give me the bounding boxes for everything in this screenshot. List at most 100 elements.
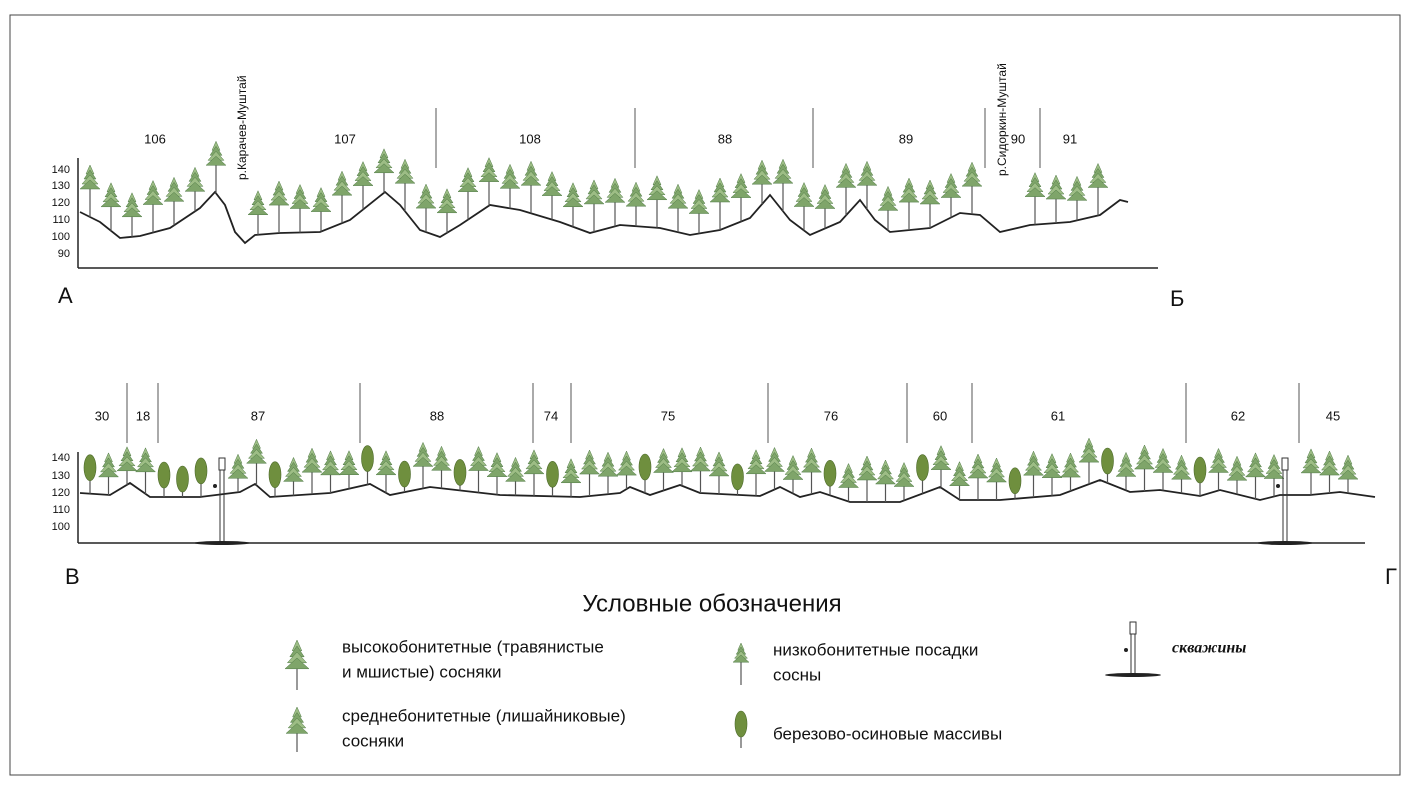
well bbox=[194, 541, 250, 545]
crown bbox=[605, 193, 625, 202]
crown bbox=[376, 466, 396, 475]
crown bbox=[899, 193, 919, 202]
crown bbox=[794, 198, 814, 207]
crown bbox=[286, 724, 308, 734]
crown bbox=[413, 457, 433, 466]
crown bbox=[1024, 466, 1044, 475]
crown bbox=[195, 458, 207, 484]
crown bbox=[177, 466, 189, 492]
crown bbox=[285, 658, 309, 669]
y-tick-label: 100 bbox=[52, 521, 70, 533]
crown bbox=[395, 174, 415, 183]
frame bbox=[10, 15, 1400, 775]
well bbox=[1105, 673, 1161, 677]
crown bbox=[783, 471, 803, 480]
crown bbox=[269, 196, 289, 205]
crown bbox=[598, 467, 618, 476]
profile-start: А bbox=[58, 283, 73, 308]
crown bbox=[1320, 466, 1340, 475]
crown bbox=[733, 655, 749, 662]
crown bbox=[920, 195, 940, 204]
legend-text: скважины bbox=[1172, 640, 1246, 657]
section-number: 75 bbox=[661, 408, 675, 423]
crown bbox=[321, 466, 341, 475]
crown bbox=[500, 179, 520, 188]
profile-end: Г bbox=[1385, 564, 1397, 589]
section-number: 61 bbox=[1051, 408, 1065, 423]
crown bbox=[987, 473, 1007, 482]
y-tick-label: 130 bbox=[52, 470, 70, 482]
crown bbox=[1246, 468, 1266, 477]
crown bbox=[1025, 188, 1045, 197]
section-number: 88 bbox=[430, 408, 444, 423]
crown bbox=[1116, 467, 1136, 476]
crown bbox=[672, 463, 692, 472]
crown bbox=[399, 461, 411, 487]
profile-end: Б bbox=[1170, 286, 1184, 311]
crown bbox=[773, 174, 793, 183]
legend-text: среднебонитетные (лишайниковые) bbox=[342, 706, 626, 725]
crown bbox=[1194, 457, 1206, 483]
legend-text: низкобонитетные посадки bbox=[773, 640, 978, 659]
crown bbox=[136, 463, 156, 472]
crown bbox=[941, 189, 961, 198]
y-tick-label: 140 bbox=[52, 452, 70, 464]
section-number: 87 bbox=[251, 408, 265, 423]
crown bbox=[561, 474, 581, 483]
crown bbox=[1135, 460, 1155, 469]
crown bbox=[374, 164, 394, 173]
y-tick-label: 120 bbox=[52, 487, 70, 499]
section-number: 89 bbox=[899, 131, 913, 146]
well bbox=[1124, 648, 1128, 652]
crown bbox=[647, 191, 667, 200]
crown bbox=[1079, 453, 1099, 462]
crown bbox=[416, 199, 436, 208]
crown bbox=[302, 463, 322, 472]
crown bbox=[710, 193, 730, 202]
crown bbox=[547, 461, 559, 487]
y-tick-label: 110 bbox=[52, 504, 70, 516]
crown bbox=[164, 192, 184, 201]
y-tick-label: 90 bbox=[58, 248, 70, 260]
crown bbox=[968, 469, 988, 478]
section-number: 62 bbox=[1231, 408, 1245, 423]
crown bbox=[362, 446, 374, 472]
crown bbox=[506, 472, 526, 481]
crown bbox=[917, 455, 929, 481]
crown bbox=[626, 197, 646, 206]
crown bbox=[1153, 463, 1173, 472]
y-tick-label: 100 bbox=[52, 231, 70, 243]
crown bbox=[735, 711, 747, 737]
crown bbox=[143, 196, 163, 205]
y-tick-label: 140 bbox=[52, 164, 70, 176]
well bbox=[1257, 541, 1313, 545]
crown bbox=[563, 198, 583, 207]
crown bbox=[765, 462, 785, 471]
crown bbox=[479, 173, 499, 182]
crown bbox=[437, 204, 457, 213]
section-number: 108 bbox=[519, 131, 541, 146]
crown bbox=[206, 156, 226, 165]
crown bbox=[542, 187, 562, 196]
crown bbox=[122, 208, 142, 217]
crown bbox=[332, 186, 352, 195]
crown bbox=[99, 468, 119, 477]
crown bbox=[839, 479, 859, 488]
crown bbox=[248, 206, 268, 215]
crown bbox=[1172, 470, 1192, 479]
crown bbox=[1264, 470, 1284, 479]
well bbox=[1130, 622, 1136, 634]
crown bbox=[584, 195, 604, 204]
crown bbox=[1067, 191, 1087, 200]
crown bbox=[353, 177, 373, 186]
crown bbox=[454, 459, 466, 485]
section-number: 74 bbox=[544, 408, 558, 423]
section-number: 88 bbox=[718, 131, 732, 146]
section-number: 91 bbox=[1063, 131, 1077, 146]
legend-text: высокобонитетные (травянистые bbox=[342, 637, 604, 656]
y-tick-label: 130 bbox=[52, 180, 70, 192]
crown bbox=[1301, 464, 1321, 473]
crown bbox=[931, 461, 951, 470]
section-number: 60 bbox=[933, 408, 947, 423]
crown bbox=[487, 468, 507, 477]
